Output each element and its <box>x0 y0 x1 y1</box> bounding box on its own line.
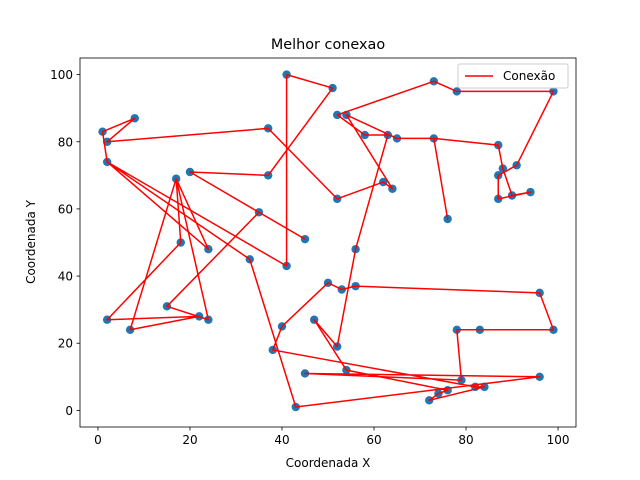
x-axis-label: Coordenada X <box>286 456 371 470</box>
x-tick-label: 100 <box>547 433 570 447</box>
x-tick-label: 60 <box>366 433 381 447</box>
chart-title: Melhor conexao <box>271 37 385 53</box>
y-tick-label: 100 <box>50 68 73 82</box>
y-tick-label: 0 <box>65 404 73 418</box>
x-tick-label: 40 <box>274 433 289 447</box>
y-tick-label: 20 <box>58 337 73 351</box>
y-tick-label: 80 <box>58 135 73 149</box>
route-line <box>101 73 555 408</box>
legend-frame <box>457 63 569 89</box>
y-tick-label: 60 <box>58 202 73 216</box>
legend: Conexão <box>457 63 569 89</box>
x-tick-label: 0 <box>94 433 102 447</box>
x-tick-label: 80 <box>458 433 473 447</box>
y-axis-label: Coordenada Y <box>24 199 38 284</box>
legend-label: Conexão <box>503 69 555 83</box>
plot-area: 0 20 40 60 80 100 0 20 40 60 80 100 <box>50 57 577 447</box>
x-tick-label: 20 <box>182 433 197 447</box>
plot-frame <box>79 57 577 428</box>
y-tick-label: 40 <box>58 270 73 284</box>
